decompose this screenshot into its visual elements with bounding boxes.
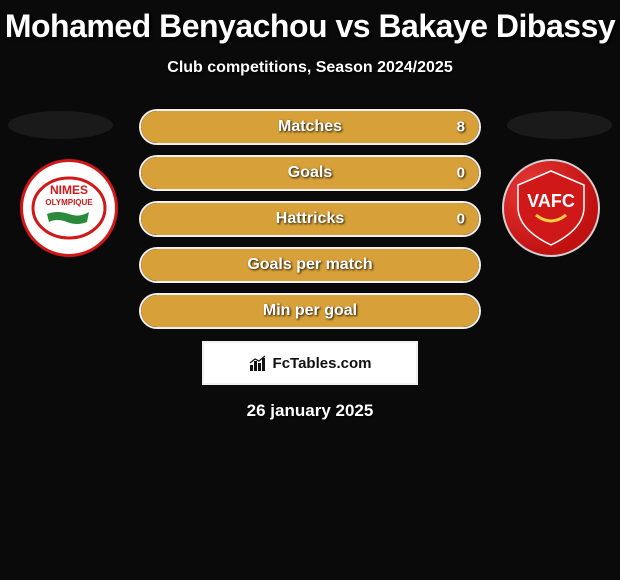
stat-row: Goals 0 <box>139 155 481 191</box>
club-badge-left: NIMES OLYMPIQUE <box>20 159 118 257</box>
comparison-container: Mohamed Benyachou vs Bakaye Dibassy Club… <box>0 0 620 421</box>
subtitle: Club competitions, Season 2024/2025 <box>0 59 620 77</box>
main-area: NIMES OLYMPIQUE VAFC Matches8Goals0Hattr… <box>0 109 620 329</box>
vafc-logo-icon: VAFC <box>508 165 594 251</box>
attribution-text: FcTables.com <box>273 355 372 372</box>
stat-row: Hattricks 0 <box>139 201 481 237</box>
svg-text:NIMES: NIMES <box>50 183 88 197</box>
stat-row: Matches 8 <box>139 109 481 145</box>
stat-value-right: 0 <box>457 165 465 182</box>
stat-value-right: 8 <box>457 119 465 136</box>
player-photo-left <box>8 111 113 139</box>
club-badge-right: VAFC <box>502 159 600 257</box>
stat-label: Matches <box>278 118 342 136</box>
nimes-logo-icon: NIMES OLYMPIQUE <box>27 172 111 244</box>
stat-row: Min per goal <box>139 293 481 329</box>
date-text: 26 january 2025 <box>0 401 620 421</box>
stat-label: Goals <box>288 164 332 182</box>
svg-text:VAFC: VAFC <box>527 191 575 211</box>
chart-icon <box>249 355 269 371</box>
attribution-box: FcTables.com <box>202 341 418 385</box>
stat-label: Hattricks <box>276 210 344 228</box>
player-photo-right <box>507 111 612 139</box>
page-title: Mohamed Benyachou vs Bakaye Dibassy <box>0 0 620 45</box>
stat-value-right: 0 <box>457 211 465 228</box>
stat-label: Min per goal <box>263 302 357 320</box>
svg-text:OLYMPIQUE: OLYMPIQUE <box>45 198 93 207</box>
stat-label: Goals per match <box>247 256 372 274</box>
stat-row: Goals per match <box>139 247 481 283</box>
